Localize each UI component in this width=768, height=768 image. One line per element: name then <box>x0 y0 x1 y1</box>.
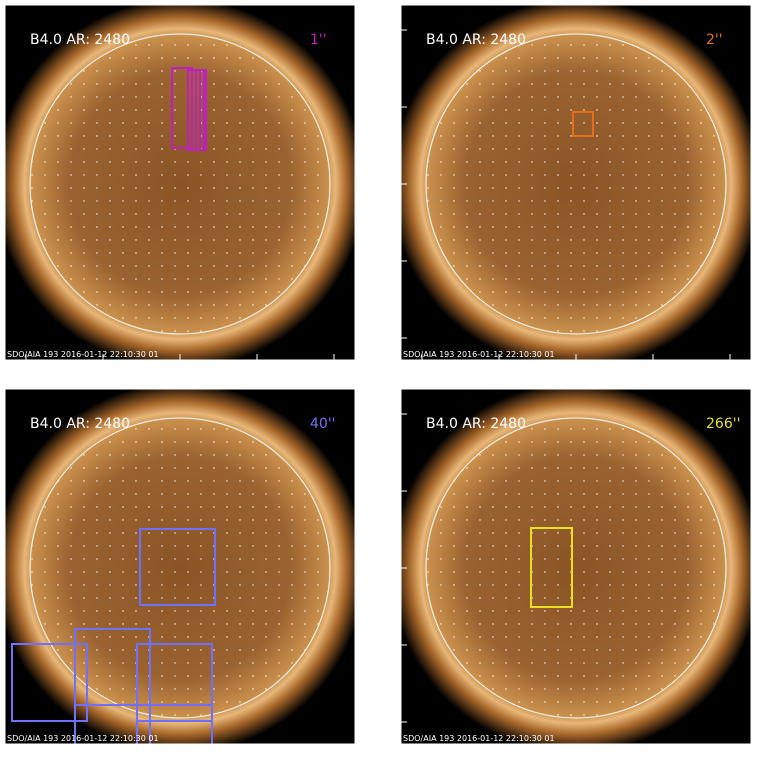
x-tick-label: 0 <box>177 366 184 379</box>
region-box <box>11 643 88 722</box>
region-box <box>139 528 216 606</box>
y-tick-label: -1000 <box>364 716 396 729</box>
x-tick-label: 0 <box>573 366 580 379</box>
grid-dots <box>30 34 330 334</box>
footer: SDO/AIA 193 2016-01-12 22:10:30 01 <box>7 734 159 743</box>
region-box <box>572 111 594 137</box>
x-tick-label: -1000 <box>406 366 438 379</box>
region-box <box>530 527 573 608</box>
scale-label: 1'' <box>310 32 327 48</box>
frame <box>4 388 356 745</box>
x-tick-label: 1000 <box>716 366 744 379</box>
limb <box>29 33 331 335</box>
x-tick-label: -500 <box>91 366 116 379</box>
grid-dots <box>426 418 726 718</box>
x-tick-label: 1000 <box>320 366 348 379</box>
footer: SDO/AIA 193 2016-01-12 22:10:30 01 <box>403 350 555 359</box>
region-box <box>74 704 151 744</box>
y-tick-label: 500 <box>375 485 396 498</box>
x-tick-label: 500 <box>247 366 268 379</box>
panel-title: B4.0 AR: 2480 <box>30 416 130 432</box>
y-tick-label: -1000 <box>364 332 396 345</box>
region-box <box>136 643 213 722</box>
x-tick-label: -1000 <box>10 366 42 379</box>
limb <box>425 417 727 719</box>
y-tick-label: 0 <box>389 562 396 575</box>
y-tick-label: -500 <box>371 639 396 652</box>
y-tick-label: 1000 <box>368 24 396 37</box>
y-tick-label: 500 <box>375 101 396 114</box>
panel-title: B4.0 AR: 2480 <box>426 32 526 48</box>
grid-dots <box>30 418 330 718</box>
sun-image <box>5 5 355 360</box>
y-tick-label: 0 <box>389 178 396 191</box>
limb <box>29 417 331 719</box>
frame <box>400 388 752 745</box>
y-tick-label: -500 <box>371 255 396 268</box>
region-box <box>199 69 207 151</box>
grid-dots <box>426 34 726 334</box>
panel-title: B4.0 AR: 2480 <box>30 32 130 48</box>
footer: SDO/AIA 193 2016-01-12 22:10:30 01 <box>7 350 159 359</box>
y-tick-label: 1000 <box>368 408 396 421</box>
limb <box>425 33 727 335</box>
panel: B4.0 AR: 2480 266'' SDO/AIA 193 2016-01-12… <box>364 388 752 745</box>
scale-label: 40'' <box>310 416 336 432</box>
panel-title: B4.0 AR: 2480 <box>426 416 526 432</box>
footer: SDO/AIA 193 2016-01-12 22:10:30 01 <box>403 734 555 743</box>
panel: B4.0 AR: 2480 2'' SDO/AIA 193 2016-01-12 2… <box>364 4 752 379</box>
x-tick-label: -500 <box>487 366 512 379</box>
sun-image <box>401 5 751 360</box>
sun-image <box>5 389 355 744</box>
region-box <box>136 704 213 744</box>
scale-label: 2'' <box>706 32 723 48</box>
x-tick-label: 500 <box>643 366 664 379</box>
panel: B4.0 AR: 2480 1'' SDO/AIA 193 2016-01-12 2… <box>4 4 356 379</box>
sun-image <box>401 389 751 744</box>
panel: B4.0 AR: 2480 40'' SDO/AIA 193 2016-01-12 … <box>4 388 356 745</box>
scale-label: 266'' <box>706 416 740 432</box>
